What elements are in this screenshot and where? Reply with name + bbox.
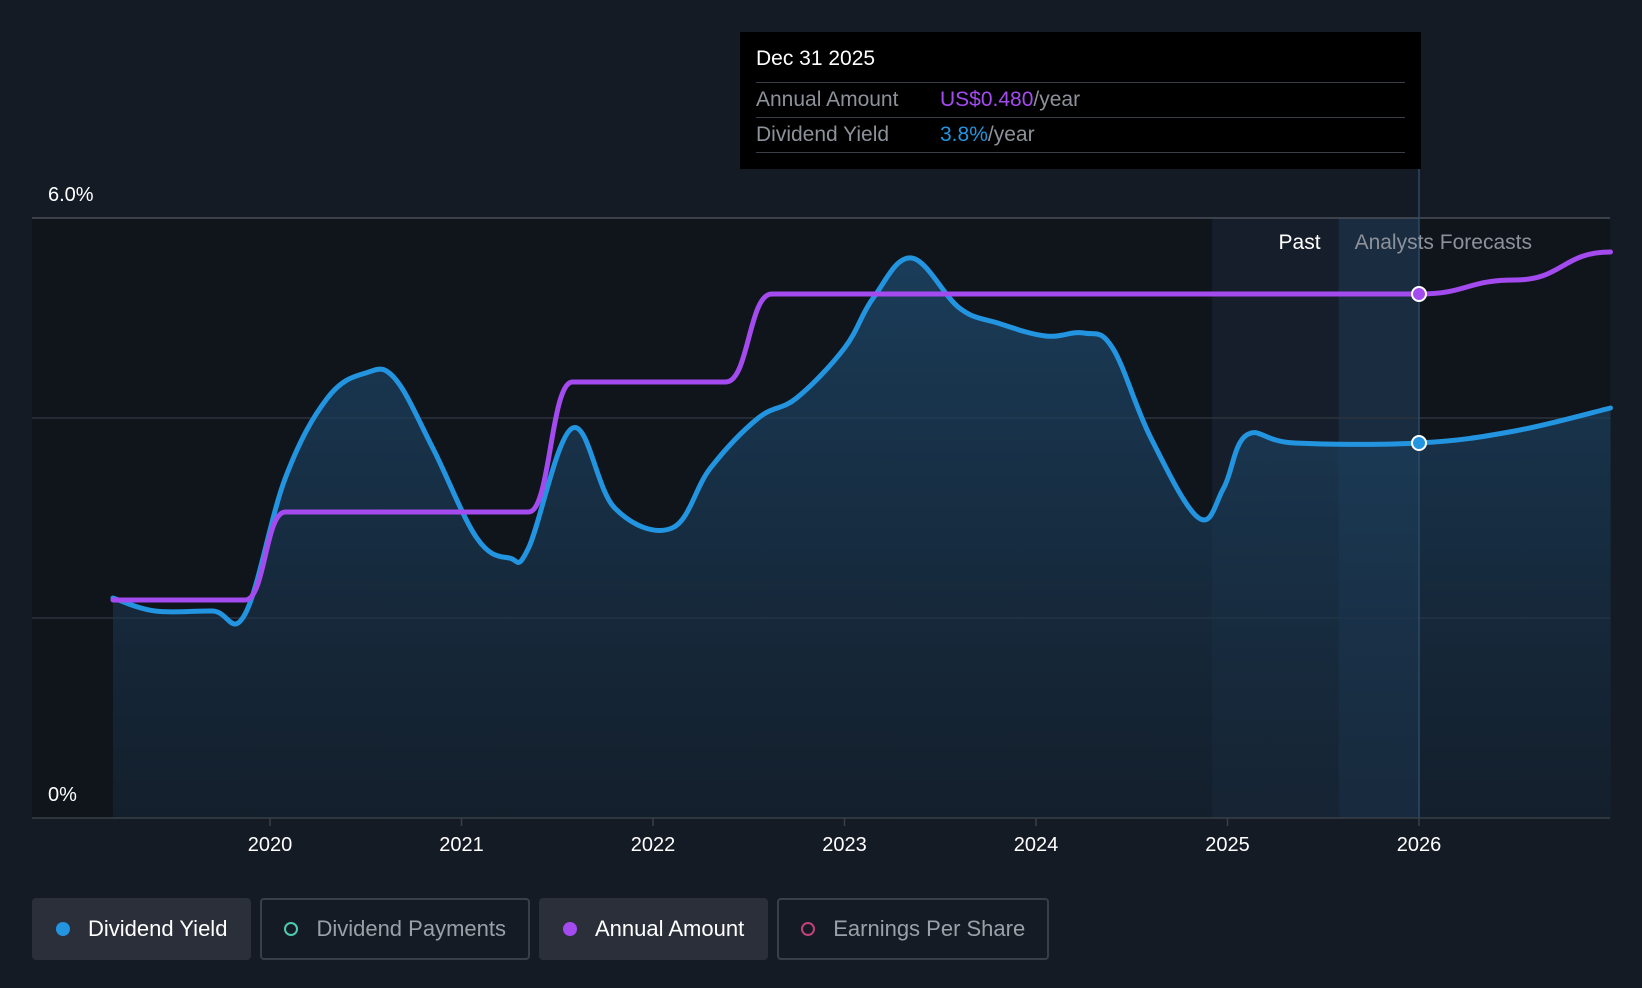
past-region-label: Past [1279,231,1321,254]
legend-earnings-per-share-label: Earnings Per Share [833,916,1026,941]
tooltip-annual-amount-number: US$0.480 [940,88,1034,111]
tooltip-dividend-yield-label: Dividend Yield [756,123,890,146]
x-tick-label: 2026 [1397,834,1442,856]
x-tick-label: 2022 [631,834,676,856]
forecast-region-label: Analysts Forecasts [1355,231,1532,254]
annual-amount-point[interactable] [1411,286,1427,302]
tooltip-annual-amount-label: Annual Amount [756,88,899,111]
tooltip: Dec 31 2025 Annual Amount US$0.480/year … [740,32,1421,169]
x-tick-label: 2024 [1014,834,1059,856]
tooltip-annual-amount-value: US$0.480/year [940,88,1080,112]
tooltip-dividend-yield-value: 3.8%/year [940,123,1035,147]
x-tick-label: 2025 [1205,834,1250,856]
legend-annual-amount-dot-icon [562,922,577,936]
annual-amount-line [110,249,1613,603]
dividend-yield-area [112,257,1611,818]
chart-legend: Dividend Yield Dividend Payments Annual … [32,898,1058,960]
tooltip-dividend-yield-row: Dividend Yield 3.8%/year [756,117,1405,153]
legend-dividend-payments-dot-icon [284,922,299,936]
y-tick-label-bottom: 0% [48,784,77,806]
dividend-yield-line [110,255,1613,627]
x-tick-label: 2023 [822,834,867,856]
legend-dividend-payments-button[interactable]: Dividend Payments [260,898,530,960]
legend-dividend-payments-label: Dividend Payments [316,916,506,941]
tooltip-dividend-yield-number: 3.8% [940,123,988,146]
tooltip-annual-amount-suffix: /year [1033,88,1081,111]
legend-dividend-yield-button[interactable]: Dividend Yield [32,898,252,960]
legend-annual-amount-button[interactable]: Annual Amount [538,898,769,960]
dividend-yield-point[interactable] [1411,435,1427,451]
y-tick-label-top: 6.0% [48,184,94,206]
x-tick-label: 2021 [439,834,484,856]
legend-earnings-per-share-dot-icon [801,922,816,936]
tooltip-dividend-yield-suffix: /year [987,123,1035,146]
legend-earnings-per-share-button[interactable]: Earnings Per Share [777,898,1050,960]
tooltip-date: Dec 31 2025 [756,47,876,70]
x-tick-label: 2020 [248,834,293,856]
legend-dividend-yield-label: Dividend Yield [88,916,228,941]
tooltip-annual-amount-row: Annual Amount US$0.480/year [756,82,1405,117]
legend-annual-amount-label: Annual Amount [594,916,745,941]
x-axis-ticks: 2020 2021 2022 2023 2024 2025 2026 [248,818,1442,856]
legend-dividend-yield-dot-icon [56,922,70,936]
